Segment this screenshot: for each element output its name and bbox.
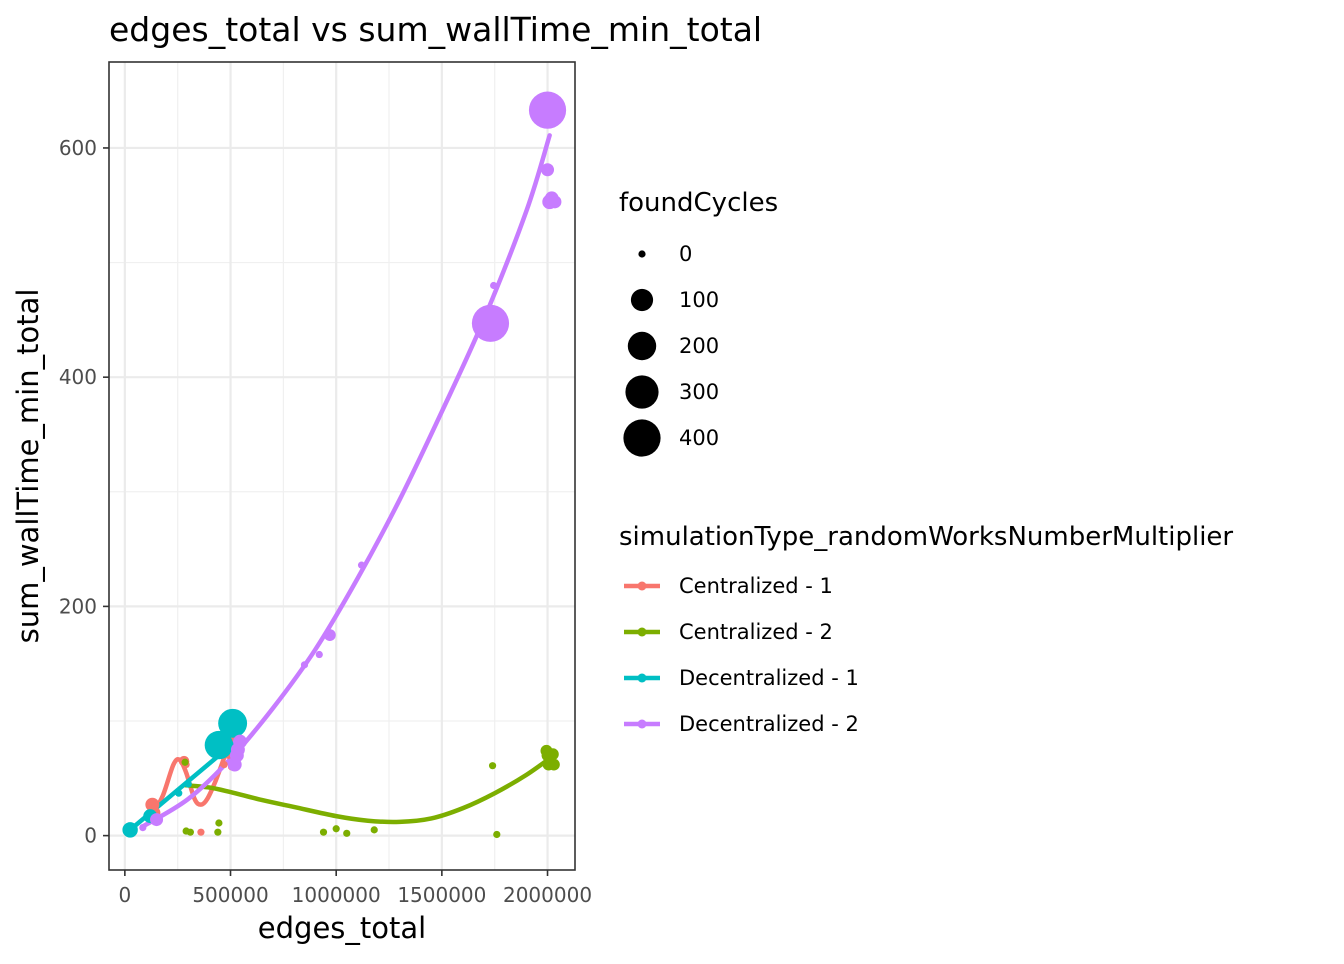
data-point-decentralized-2 <box>323 629 336 642</box>
data-point-centralized-1 <box>220 760 228 769</box>
data-point-centralized-2 <box>547 758 560 771</box>
size-legend-label: 200 <box>679 334 719 358</box>
size-legend-title: foundCycles <box>619 188 778 218</box>
trend-line-decentralized-2 <box>140 133 552 829</box>
size-legend-key <box>630 288 654 312</box>
color-legend: simulationType_randomWorksNumberMultipli… <box>619 522 1233 736</box>
x-tick-label: 0 <box>118 883 131 907</box>
data-point-centralized-2 <box>319 828 328 836</box>
trend-line-centralized-2 <box>182 753 557 825</box>
x-tick-label: 1000000 <box>292 883 381 907</box>
data-point-decentralized-1 <box>218 708 248 738</box>
data-point-decentralized-1 <box>204 730 234 760</box>
data-point-centralized-2 <box>181 758 189 766</box>
x-axis-label: edges_total <box>258 911 426 945</box>
color-legend-dot <box>637 719 647 729</box>
color-legend-dot <box>637 627 647 637</box>
data-point-centralized-2 <box>488 762 497 770</box>
data-point-centralized-2 <box>214 828 222 836</box>
color-legend-label: Centralized - 1 <box>679 574 833 598</box>
data-point-decentralized-1 <box>184 780 192 788</box>
x-tick-label: 2000000 <box>503 883 592 907</box>
data-point-decentralized-2 <box>490 281 498 290</box>
plot-border <box>108 61 576 871</box>
y-tick-label: 200 <box>59 594 97 618</box>
size-legend-label: 400 <box>679 426 719 450</box>
y-tick-label: 0 <box>84 824 97 848</box>
data-point-centralized-2 <box>332 825 340 833</box>
data-point-decentralized-2 <box>150 813 164 827</box>
data-point-centralized-1 <box>197 828 205 836</box>
size-legend-key <box>625 375 659 409</box>
size-legend-key <box>627 331 657 361</box>
data-point-decentralized-2 <box>233 734 247 749</box>
x-tick-label: 1500000 <box>397 883 486 907</box>
data-point-decentralized-2 <box>548 195 562 209</box>
data-point-centralized-2 <box>186 828 194 836</box>
data-point-decentralized-1 <box>122 822 138 838</box>
size-legend-key <box>638 250 646 258</box>
data-point-decentralized-2 <box>139 823 147 832</box>
size-legend: foundCycles 0 100 200 300 400 <box>619 188 778 457</box>
data-point-decentralized-2 <box>315 650 323 659</box>
data-point-decentralized-2 <box>357 561 366 569</box>
y-tick-label: 600 <box>59 136 97 160</box>
data-point-centralized-2 <box>215 819 223 827</box>
size-legend-label: 0 <box>679 242 692 266</box>
size-legend-key <box>623 419 661 457</box>
data-point-decentralized-1 <box>175 789 183 797</box>
plot-panel <box>109 62 575 870</box>
data-point-decentralized-2 <box>528 91 567 129</box>
size-legend-label: 100 <box>679 288 719 312</box>
color-legend-label: Centralized - 2 <box>679 620 833 644</box>
size-legend-items: 0 100 200 300 400 <box>623 242 719 457</box>
data-point-centralized-2 <box>370 826 378 834</box>
x-tick-label: 500000 <box>192 883 268 907</box>
color-legend-items: Centralized - 1 Centralized - 2 Decentrali… <box>624 574 859 736</box>
y-axis-label: sum_wallTime_min_total <box>11 289 45 644</box>
data-point-centralized-2 <box>546 748 559 761</box>
chart-title: edges_total vs sum_wallTime_min_total <box>109 10 762 49</box>
y-tick-label: 400 <box>59 365 97 389</box>
point-layer <box>122 91 567 839</box>
color-legend-label: Decentralized - 2 <box>679 712 859 736</box>
color-legend-dot <box>637 673 647 683</box>
color-legend-label: Decentralized - 1 <box>679 666 859 690</box>
size-legend-label: 300 <box>679 380 719 404</box>
color-legend-dot <box>637 581 647 591</box>
axis-layer: 0 500000 1000000 1500000 2000000 0 200 400 600 <box>59 136 592 907</box>
data-point-decentralized-2 <box>471 304 510 342</box>
data-point-centralized-2 <box>493 830 501 839</box>
color-legend-title: simulationType_randomWorksNumberMultipli… <box>619 522 1233 552</box>
data-point-decentralized-2 <box>541 163 555 177</box>
data-point-decentralized-2 <box>300 661 309 669</box>
data-point-centralized-2 <box>343 829 351 837</box>
